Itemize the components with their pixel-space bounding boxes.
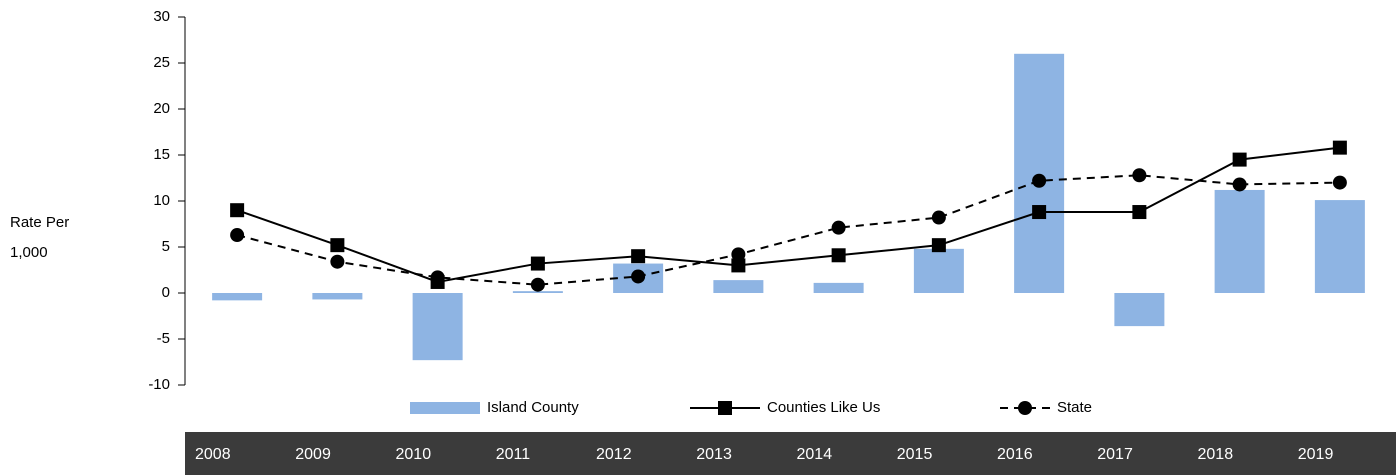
marker [731,258,746,273]
y-axis-label: 1,000 [10,244,48,261]
marker [1332,140,1347,155]
line [236,146,1340,283]
line [236,174,1340,286]
marker [831,248,846,263]
marker [530,256,545,271]
marker [1132,168,1147,183]
marker [1032,173,1047,188]
marker [530,277,545,292]
y-tick-label: -5 [157,330,170,347]
x-tick-label: 2017 [1097,446,1133,463]
bar [813,282,864,293]
legend-swatch [410,402,480,414]
marker [931,210,946,225]
legend-label: Counties Like Us [767,399,880,416]
marker [230,228,245,243]
x-tick-label: 2019 [1298,446,1334,463]
marker [931,238,946,253]
marker [1232,177,1247,192]
x-tick-label: 2016 [997,446,1033,463]
bar [1214,189,1265,293]
marker [1032,205,1047,220]
x-tick-label: 2011 [496,446,531,463]
marker [831,220,846,235]
y-axis-label: Rate Per [10,214,69,231]
marker [1132,205,1147,220]
marker [631,249,646,264]
x-tick-label: 2009 [295,446,331,463]
x-tick-label: 2014 [797,446,833,463]
marker [430,270,445,285]
bar [512,291,563,293]
bar [1014,53,1065,293]
x-tick-label: 2008 [195,446,231,463]
bar [1114,293,1165,327]
legend-marker [1018,401,1032,415]
marker [631,269,646,284]
y-tick-label: 15 [153,146,170,163]
y-tick-label: 30 [153,8,170,25]
marker [230,203,245,218]
y-tick-label: 10 [153,192,170,209]
legend-label: Island County [487,399,579,416]
x-tick-label: 2018 [1198,446,1234,463]
y-tick-label: -10 [148,376,170,393]
x-tick-label: 2013 [696,446,732,463]
category-band [185,432,1396,475]
marker [330,238,345,253]
x-tick-label: 2012 [596,446,632,463]
bar [212,293,263,301]
marker [1232,152,1247,167]
y-tick-label: 0 [162,284,170,301]
marker [330,254,345,269]
marker [731,247,746,262]
legend-label: State [1057,399,1092,416]
bar [412,293,463,361]
y-tick-label: 20 [153,100,170,117]
bar [312,293,363,300]
x-tick-label: 2015 [897,446,933,463]
bar [713,280,764,293]
marker [1332,175,1347,190]
x-tick-label: 2010 [396,446,432,463]
y-tick-label: 5 [162,238,170,255]
bar [913,248,964,293]
bar [1314,200,1365,293]
legend-marker [718,401,732,415]
y-tick-label: 25 [153,54,170,71]
